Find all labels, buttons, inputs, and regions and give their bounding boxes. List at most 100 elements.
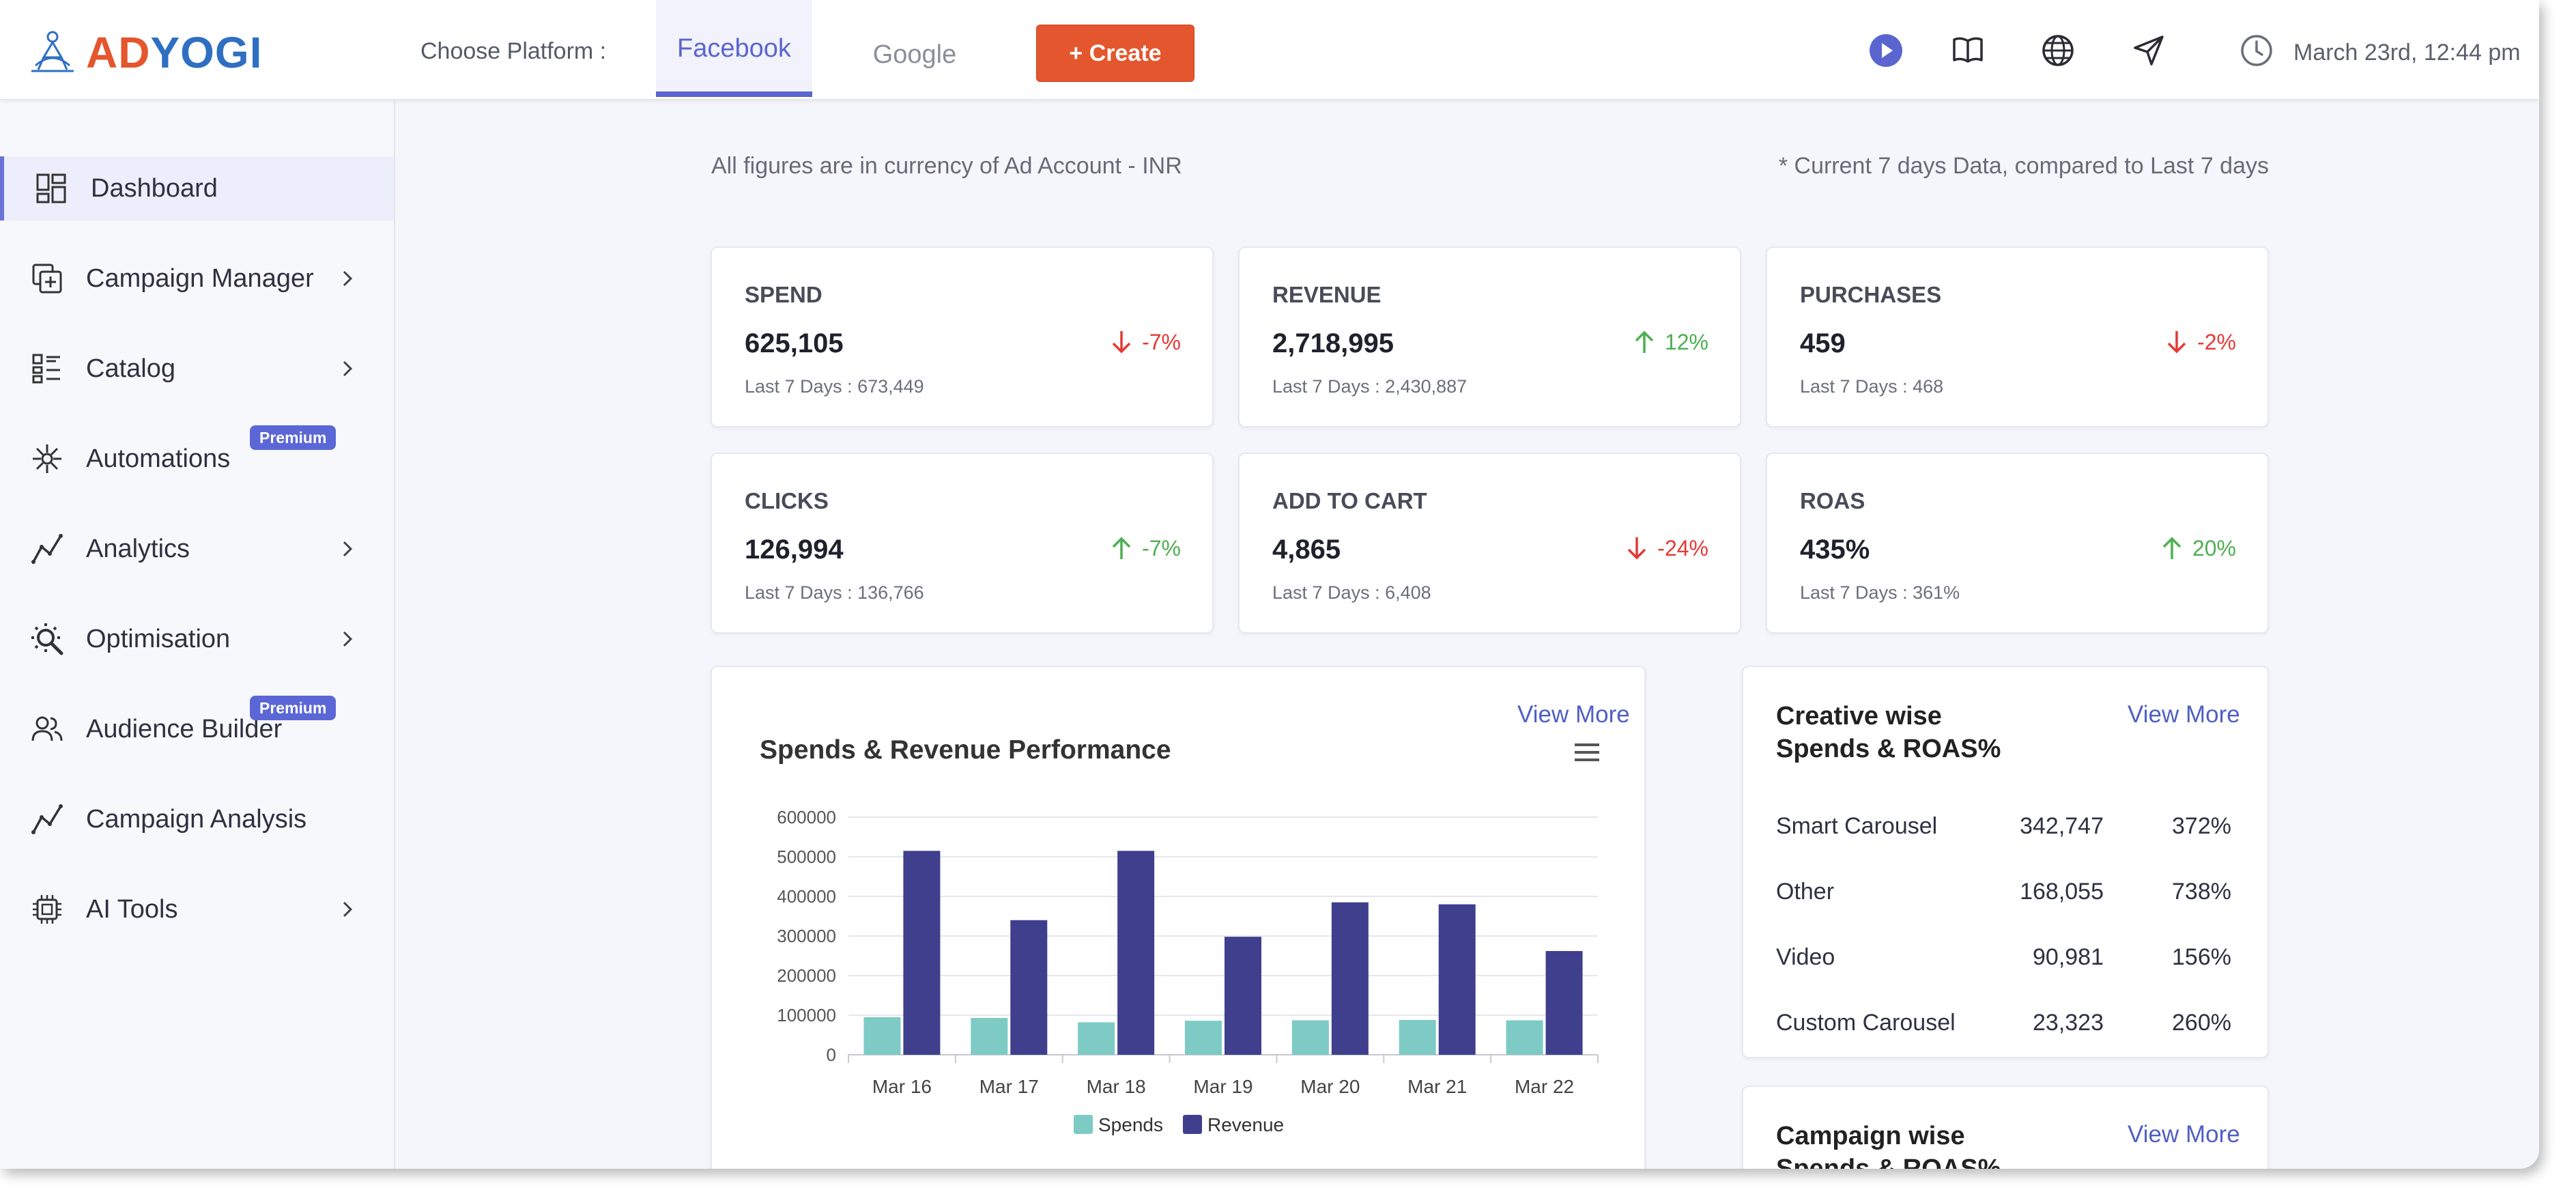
y-tick-label: 300000	[777, 926, 836, 946]
stat-change: -2%	[2166, 328, 2236, 356]
stat-change-value: -2%	[2197, 329, 2236, 354]
automations-icon	[29, 440, 66, 477]
book-icon[interactable]	[1949, 31, 1987, 70]
bar-revenue-mar-16	[903, 851, 941, 1055]
sidebar-item-label: Dashboard	[91, 173, 218, 203]
campaign-wise-title-line2: Spends & ROAS%	[1776, 1154, 2001, 1169]
y-tick-label: 100000	[777, 1005, 836, 1025]
creative-wise-title-line2: Spends & ROAS%	[1776, 735, 2001, 763]
stat-value: 459	[1800, 328, 1846, 358]
campaign-view-more-link[interactable]: View More	[2128, 1121, 2240, 1148]
bar-revenue-mar-22	[1545, 951, 1583, 1055]
creative-view-more-link[interactable]: View More	[2128, 701, 2240, 728]
hamburger-menu-icon[interactable]	[1573, 741, 1601, 764]
stat-change-value: -7%	[1142, 329, 1181, 354]
currency-note: All figures are in currency of Ad Accoun…	[711, 153, 1182, 179]
bar-spends-mar-17	[971, 1018, 1008, 1055]
sidebar-item-catalog[interactable]: Catalog	[0, 337, 394, 401]
creative-wise-title: Creative wise Spends & ROAS%	[1776, 700, 2001, 765]
creative-spend: 342,747	[2020, 813, 2104, 839]
tab-facebook[interactable]: Facebook	[656, 0, 812, 97]
tab-google[interactable]: Google	[872, 40, 957, 69]
creative-wise-title-line1: Creative wise	[1776, 702, 1942, 730]
globe-icon[interactable]	[2039, 31, 2077, 70]
stat-previous-value: Last 7 Days : 6,408	[1272, 582, 1431, 603]
x-tick-label: Mar 19	[1193, 1076, 1253, 1097]
sidebar-item-automations[interactable]: Automations Premium	[0, 425, 394, 491]
stat-previous-value: Last 7 Days : 2,430,887	[1272, 376, 1468, 397]
stat-change: -7%	[1111, 535, 1181, 562]
sidebar-item-audience-builder[interactable]: Audience Builder Premium	[0, 696, 394, 761]
creative-roas: 372%	[2172, 813, 2231, 839]
arrow-down-icon	[1112, 331, 1131, 354]
chart-view-more-link[interactable]: View More	[1517, 701, 1630, 728]
x-tick-label: Mar 18	[1087, 1076, 1146, 1097]
sidebar-item-optimisation[interactable]: Optimisation	[0, 607, 394, 671]
stat-change: 12%	[1633, 328, 1708, 356]
stat-value: 625,105	[745, 328, 844, 358]
catalog-icon	[29, 350, 66, 387]
current-datetime: March 23rd, 12:44 pm	[2293, 40, 2521, 66]
arrow-up-icon	[1112, 537, 1131, 559]
stat-card-add-to-cart: ADD TO CART 4,865 Last 7 Days : 6,408 -24%	[1238, 453, 1741, 634]
spends-revenue-chart-card: View More Spends & Revenue Performance 6…	[711, 666, 1646, 1169]
sidebar-item-label: Catalog	[86, 354, 175, 383]
campaign-wise-title-line1: Campaign wise	[1776, 1122, 1965, 1150]
creative-roas: 260%	[2172, 1010, 2231, 1036]
premium-badge: Premium	[250, 425, 337, 450]
x-tick-label: Mar 20	[1300, 1076, 1360, 1097]
bar-spends-mar-19	[1185, 1021, 1222, 1055]
sidebar-item-ai-tools[interactable]: AI Tools	[0, 877, 394, 941]
chart-title: Spends & Revenue Performance	[760, 735, 1171, 765]
send-icon[interactable]	[2130, 31, 2168, 70]
sidebar-item-label: AI Tools	[86, 894, 178, 924]
stat-previous-value: Last 7 Days : 468	[1800, 376, 1944, 397]
analytics-icon	[29, 530, 66, 567]
sidebar-item-analytics[interactable]: Analytics	[0, 517, 394, 581]
stat-value: 2,718,995	[1272, 328, 1394, 358]
stat-title: ADD TO CART	[1272, 488, 1427, 513]
sidebar-item-dashboard[interactable]: Dashboard	[0, 156, 394, 221]
legend-swatch-spends	[1074, 1115, 1093, 1134]
y-tick-label: 600000	[777, 807, 836, 827]
logo-text: ADYOGI	[86, 29, 262, 76]
logo-text-ad: AD	[86, 28, 151, 77]
create-button[interactable]: + Create	[1036, 25, 1194, 82]
stat-change-value: -24%	[1657, 535, 1708, 560]
stat-previous-value: Last 7 Days : 136,766	[745, 582, 924, 603]
bar-spends-mar-16	[863, 1017, 901, 1055]
chevron-right-icon	[337, 268, 358, 289]
creative-spend: 23,323	[2033, 1010, 2104, 1036]
creative-wise-row: Video 90,981 156%	[1776, 944, 2240, 978]
sidebar-item-label: Audience Builder	[86, 714, 283, 743]
yogi-logo-icon	[31, 31, 74, 72]
bar-revenue-mar-17	[1010, 920, 1048, 1055]
y-tick-label: 400000	[777, 886, 836, 907]
bar-revenue-mar-20	[1331, 902, 1369, 1055]
app-window: ADYOGI Choose Platform : Facebook Google…	[0, 0, 2539, 1169]
logo[interactable]: ADYOGI	[29, 29, 262, 76]
chevron-right-icon	[337, 539, 358, 559]
optimisation-icon	[29, 621, 66, 657]
creative-type: Other	[1776, 879, 1835, 905]
creative-type: Video	[1776, 944, 1835, 970]
ai-tools-icon	[29, 891, 66, 928]
sidebar-item-campaign-analysis[interactable]: Campaign Analysis	[0, 787, 394, 851]
stat-value: 126,994	[745, 535, 844, 565]
bar-revenue-mar-21	[1438, 904, 1476, 1055]
chevron-right-icon	[337, 899, 358, 920]
stat-value: 4,865	[1272, 535, 1341, 565]
y-tick-label: 200000	[777, 965, 836, 986]
premium-badge: Premium	[250, 696, 337, 720]
logo-text-yogi: YOGI	[150, 28, 263, 77]
play-icon[interactable]	[1867, 31, 1905, 70]
campaign-wise-card: Campaign wise Spends & ROAS% View More	[1742, 1085, 2269, 1169]
bar-spends-mar-22	[1506, 1020, 1543, 1055]
stat-previous-value: Last 7 Days : 361%	[1800, 582, 1960, 603]
sidebar-item-campaign-manager[interactable]: Campaign Manager	[0, 246, 394, 311]
arrow-up-icon	[2162, 537, 2181, 559]
bar-revenue-mar-18	[1117, 851, 1155, 1055]
x-tick-label: Mar 17	[979, 1076, 1039, 1097]
chevron-right-icon	[337, 358, 358, 379]
creative-wise-row: Smart Carousel 342,747 372%	[1776, 813, 2240, 847]
